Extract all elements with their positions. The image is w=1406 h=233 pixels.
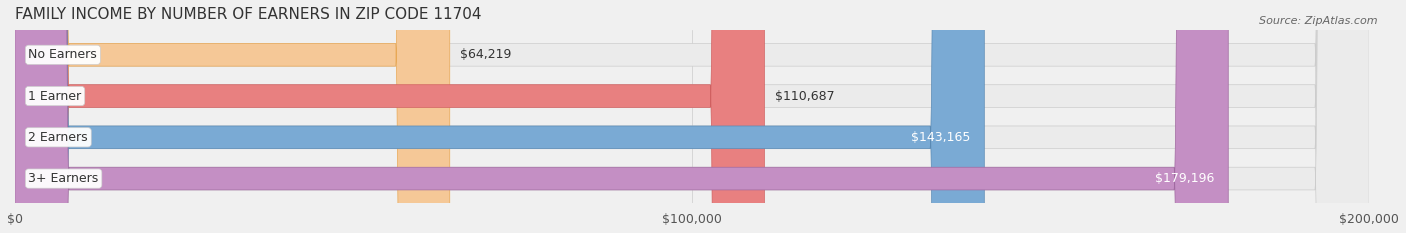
Text: $143,165: $143,165	[911, 131, 970, 144]
FancyBboxPatch shape	[15, 0, 765, 233]
FancyBboxPatch shape	[15, 0, 1229, 233]
Text: No Earners: No Earners	[28, 48, 97, 61]
Text: $64,219: $64,219	[460, 48, 512, 61]
Text: $110,687: $110,687	[775, 89, 834, 103]
Text: 2 Earners: 2 Earners	[28, 131, 89, 144]
FancyBboxPatch shape	[15, 0, 984, 233]
FancyBboxPatch shape	[15, 0, 450, 233]
Text: Source: ZipAtlas.com: Source: ZipAtlas.com	[1260, 16, 1378, 26]
FancyBboxPatch shape	[15, 0, 1369, 233]
FancyBboxPatch shape	[15, 0, 1369, 233]
Text: FAMILY INCOME BY NUMBER OF EARNERS IN ZIP CODE 11704: FAMILY INCOME BY NUMBER OF EARNERS IN ZI…	[15, 7, 481, 22]
FancyBboxPatch shape	[15, 0, 1369, 233]
Text: $179,196: $179,196	[1156, 172, 1215, 185]
FancyBboxPatch shape	[15, 0, 1369, 233]
Text: 1 Earner: 1 Earner	[28, 89, 82, 103]
Text: 3+ Earners: 3+ Earners	[28, 172, 98, 185]
